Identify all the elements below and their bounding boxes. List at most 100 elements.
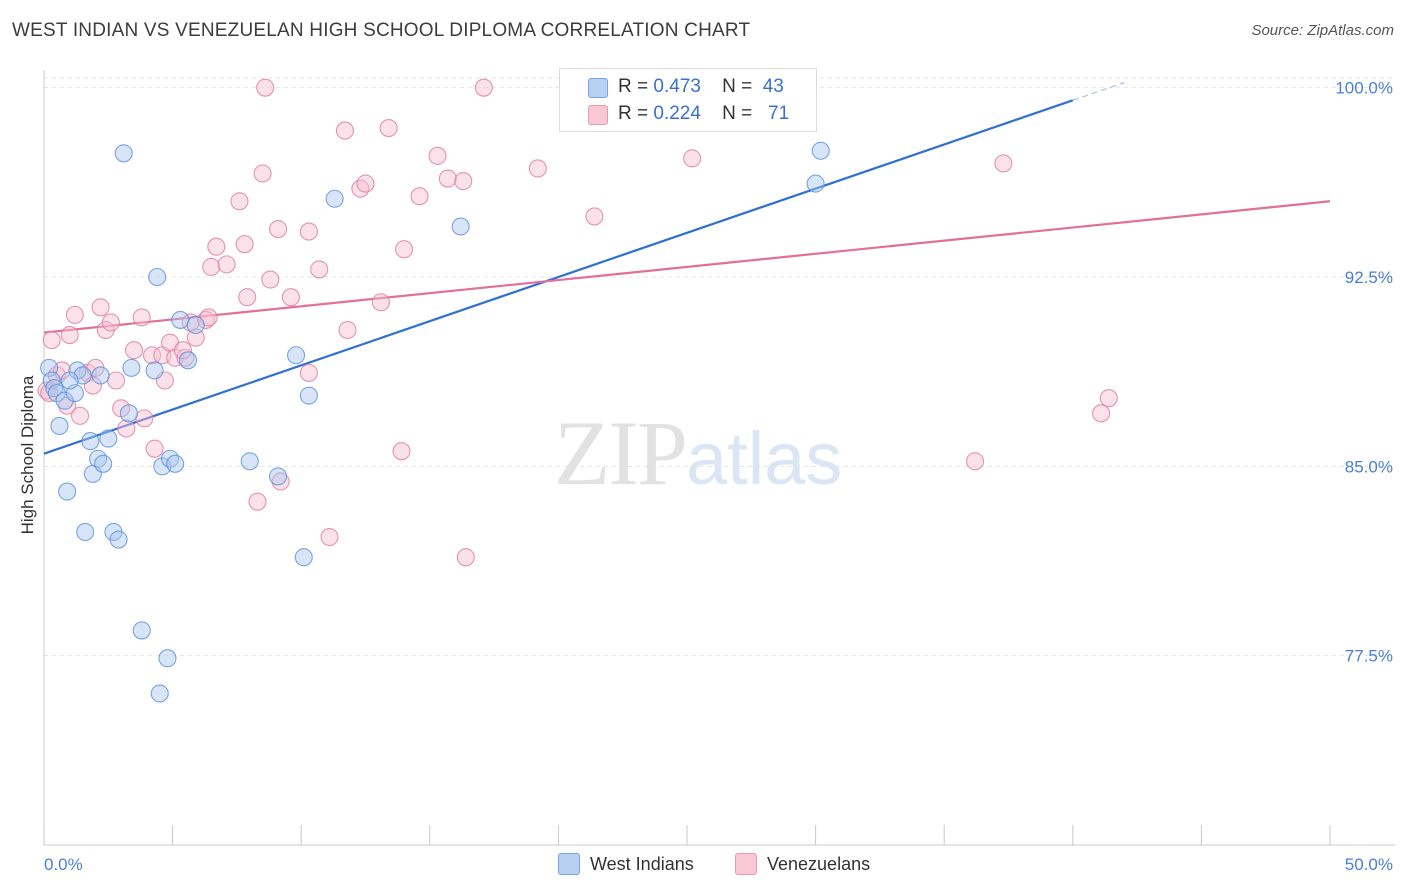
venezuelan-point [271, 472, 290, 491]
west-indian-point [119, 404, 138, 423]
venezuelan-point [410, 187, 429, 206]
legend-n-value: 71 [768, 103, 790, 124]
venezuelan-point [454, 172, 473, 191]
venezuelan-point [142, 346, 162, 365]
west-indian-point [299, 386, 318, 405]
legend-row-venezuelans: R = 0.224 N = 71 [618, 102, 789, 126]
legend-r-value: 0.224 [653, 103, 701, 124]
west-indian-point [166, 454, 185, 473]
west-indian-point [269, 467, 288, 486]
venezuelan-point [335, 121, 354, 140]
y-tick-label: 85.0% [1345, 457, 1393, 476]
west-indian-point [60, 371, 79, 390]
west-indian-point [325, 189, 344, 208]
x-tick-label: 0.0% [44, 855, 83, 874]
y-tick-label: 100.0% [1335, 79, 1393, 98]
y-tick-label: 77.5% [1345, 647, 1393, 666]
bottom-legend-label: West Indians [590, 853, 694, 874]
west-indian-point [145, 361, 164, 380]
venezuelan-point [356, 174, 375, 193]
bottom-legend-west-indians: West Indians [558, 852, 694, 876]
west-indian-point [68, 361, 87, 380]
legend-r-label: R = [618, 103, 649, 124]
chart-title: WEST INDIAN VS VENEZUELAN HIGH SCHOOL DI… [12, 20, 751, 41]
venezuelan-point [253, 164, 272, 183]
venezuelan-point [683, 149, 702, 168]
legend-r-value: 0.473 [653, 76, 701, 97]
west-indian-point [91, 366, 110, 385]
venezuelan-point [235, 235, 254, 254]
west-indian-point [158, 649, 177, 668]
legend-n-label: N = [722, 103, 753, 124]
venezuelan-point [217, 255, 236, 274]
venezuelan-point [428, 146, 447, 165]
venezuelan-point [1099, 389, 1118, 408]
bottom-legend-venezuelans: Venezuelans [735, 852, 870, 876]
venezuelan-point [338, 320, 357, 340]
west-indian-point [50, 416, 69, 435]
venezuelan-point [299, 222, 318, 241]
source-label: Source: ZipAtlas.com [1251, 22, 1394, 39]
west-indian-point [47, 384, 66, 403]
bottom-legend-swatch-venezuelans [735, 853, 757, 875]
venezuelan-point [135, 409, 154, 428]
west-indian-point [294, 548, 313, 567]
legend-r-label: R = [618, 76, 649, 97]
legend-n-value: 43 [762, 76, 784, 97]
west-indians-trend-line [43, 99, 1074, 455]
grid-lines [44, 77, 1395, 657]
venezuelan-point [1092, 404, 1111, 423]
legend-swatch-venezuelans [588, 105, 608, 125]
west-indian-point [171, 310, 190, 329]
venezuelan-point [117, 419, 136, 438]
west-indian-point [186, 315, 205, 335]
venezuelan-point [281, 288, 300, 307]
west-indian-point [94, 454, 113, 473]
venezuelan-point [395, 240, 414, 259]
venezuelan-point [269, 219, 288, 239]
correlation-legend: R = 0.473 N = 43 R = 0.224 N = 71 [559, 68, 817, 132]
venezuelan-point [106, 371, 126, 390]
bottom-legend-label: Venezuelans [767, 853, 871, 874]
venezuelan-point [994, 154, 1013, 173]
venezuelan-point [173, 341, 192, 360]
west-indian-point [114, 144, 133, 163]
west-indian-point [55, 391, 74, 410]
west-indian-point [81, 432, 100, 451]
venezuelan-point [299, 363, 318, 382]
venezuelan-point [230, 192, 249, 211]
venezuelan-point [91, 298, 110, 317]
venezuelan-point [60, 326, 79, 345]
venezuelan-point [145, 439, 164, 458]
venezuelan-point [320, 527, 339, 547]
x-tick-label: 50.0% [1345, 855, 1393, 874]
venezuelan-point [392, 442, 411, 461]
watermark-zip: ZIP [554, 402, 688, 504]
venezuelan-point [456, 548, 475, 567]
venezuelan-point [351, 179, 370, 198]
west-indian-point [76, 522, 95, 542]
west-indian-point [451, 217, 470, 236]
west-indians-trend-extension [1072, 82, 1125, 101]
west-indian-point [109, 530, 128, 549]
watermark: ZIPatlas [554, 400, 842, 506]
data-points [37, 78, 1118, 703]
west-indian-point [150, 684, 169, 703]
venezuelan-point [528, 159, 547, 178]
west-indian-point [287, 346, 306, 365]
venezuelan-point [310, 260, 329, 279]
venezuelans-trend-line [43, 200, 1331, 334]
venezuelan-point [196, 310, 216, 329]
venezuelan-point [42, 331, 61, 350]
west-indian-point [45, 379, 64, 398]
venezuelan-point [186, 328, 205, 347]
venezuelan-point [70, 406, 90, 425]
west-indian-point [240, 452, 259, 471]
venezuelan-point [371, 293, 390, 312]
watermark-atlas: atlas [686, 417, 843, 500]
west-indian-point [58, 482, 77, 501]
venezuelan-point [202, 257, 221, 276]
venezuelan-point [256, 78, 275, 97]
legend-swatch-west-indians [588, 78, 608, 98]
